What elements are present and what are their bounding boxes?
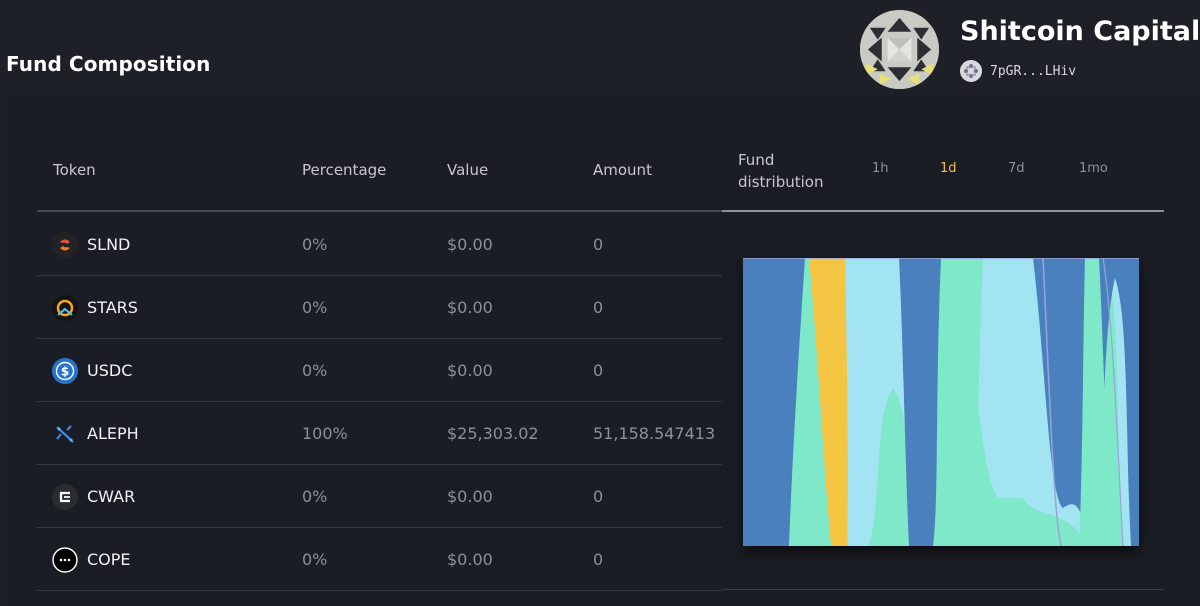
table-row: SLND 0% $0.00 0 xyxy=(37,213,722,276)
series-lavender-2 xyxy=(1102,257,1124,547)
series-blue-4 xyxy=(743,258,767,378)
token-name: CWAR xyxy=(87,487,136,506)
distribution-area-chart xyxy=(743,257,1139,547)
token-name: STARS xyxy=(87,298,138,317)
fund-name: Shitcoin Capital xyxy=(960,16,1200,47)
token-amount: 0 xyxy=(593,298,604,317)
aleph-icon xyxy=(52,421,78,447)
wallet-address[interactable]: 7pGR...LHiv xyxy=(960,60,1076,82)
fund-header: Shitcoin Capital 7pGR...LHiv xyxy=(860,10,1200,90)
svg-text:$: $ xyxy=(61,365,69,379)
token-amount: 0 xyxy=(593,487,604,506)
series-teal-3 xyxy=(1079,258,1109,546)
token-value: $0.00 xyxy=(447,487,493,506)
token-percentage: 0% xyxy=(302,235,328,254)
token-name: COPE xyxy=(87,550,131,569)
timeframe-7d[interactable]: 7d xyxy=(1008,161,1025,176)
token-value: $0.00 xyxy=(447,235,493,254)
token-percentage: 100% xyxy=(302,424,348,443)
fund-composition-panel: Token Percentage Value Amount SLND 0% $0… xyxy=(7,97,1200,606)
series-yellow xyxy=(809,258,848,546)
table-row: $ USDC 0% $0.00 0 xyxy=(37,339,722,402)
cope-icon xyxy=(52,547,78,573)
token-percentage: 0% xyxy=(302,298,328,317)
token-amount: 51,158.547413 xyxy=(593,424,716,443)
timeframe-1h[interactable]: 1h xyxy=(872,161,889,176)
token-name: ALEPH xyxy=(87,424,139,443)
table-row: COPE 0% $0.00 0 xyxy=(37,528,722,591)
column-header-token: Token xyxy=(53,161,96,179)
token-value: $0.00 xyxy=(447,298,493,317)
table-row: STARS 0% $0.00 0 xyxy=(37,276,722,339)
usdc-icon: $ xyxy=(52,358,78,384)
fund-avatar xyxy=(860,10,939,89)
token-percentage: 0% xyxy=(302,361,328,380)
token-amount: 0 xyxy=(593,235,604,254)
token-amount: 0 xyxy=(593,361,604,380)
fund-logo-icon xyxy=(860,10,939,89)
token-amount: 0 xyxy=(593,550,604,569)
timeframe-1d[interactable]: 1d xyxy=(940,161,957,176)
series-teal-2 xyxy=(959,258,983,546)
token-value: $25,303.02 xyxy=(447,424,539,443)
distribution-label: Fund distribution xyxy=(738,151,824,191)
series-lavender xyxy=(1042,257,1062,547)
wallet-address-text: 7pGR...LHiv xyxy=(990,63,1077,79)
column-header-percentage: Percentage xyxy=(302,161,387,179)
series-blue-2 xyxy=(899,258,941,546)
table-row: ALEPH 100% $25,303.02 51,158.547413 xyxy=(37,402,722,465)
page-title: Fund Composition xyxy=(6,52,211,76)
wallet-avatar-icon xyxy=(960,60,982,82)
distribution-chart xyxy=(743,257,1139,547)
cwar-icon xyxy=(52,484,78,510)
column-header-amount: Amount xyxy=(593,161,652,179)
table-row: CWAR 0% $0.00 0 xyxy=(37,465,722,528)
token-name: SLND xyxy=(87,235,131,254)
table-header: Token Percentage Value Amount xyxy=(37,97,722,212)
token-value: $0.00 xyxy=(447,361,493,380)
timeframe-1mo[interactable]: 1mo xyxy=(1079,161,1108,176)
token-value: $0.00 xyxy=(447,550,493,569)
divider xyxy=(722,589,1164,590)
token-percentage: 0% xyxy=(302,487,328,506)
column-header-value: Value xyxy=(447,161,489,179)
token-name: USDC xyxy=(87,361,133,380)
distribution-header: Fund distribution 1h 1d 7d 1mo xyxy=(722,97,1164,212)
stars-icon xyxy=(52,295,78,321)
token-percentage: 0% xyxy=(302,550,328,569)
slnd-icon xyxy=(52,232,78,258)
